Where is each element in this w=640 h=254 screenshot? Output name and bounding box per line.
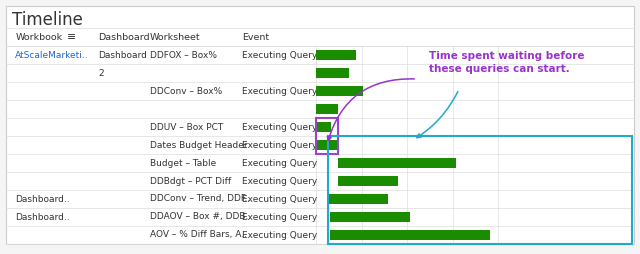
Text: DDUV – Box PCT: DDUV – Box PCT — [150, 122, 223, 132]
Text: Event: Event — [243, 33, 269, 41]
Bar — [338, 176, 398, 186]
Text: Dashboard: Dashboard — [99, 33, 150, 41]
Text: Executing Query: Executing Query — [243, 195, 317, 203]
Text: DDBdgt – PCT Diff: DDBdgt – PCT Diff — [150, 177, 231, 185]
Text: Executing Query: Executing Query — [243, 213, 317, 221]
Text: Dates Budget Header: Dates Budget Header — [150, 140, 247, 150]
Text: Dashboard..: Dashboard.. — [15, 213, 70, 221]
Text: DDConv – Box%: DDConv – Box% — [150, 87, 222, 96]
Bar — [316, 140, 328, 150]
Text: 2: 2 — [99, 69, 104, 77]
Bar — [328, 136, 632, 244]
Text: Executing Query: Executing Query — [243, 122, 317, 132]
Text: Executing Query: Executing Query — [243, 87, 317, 96]
Bar — [328, 140, 338, 150]
Text: AtScaleMarketi..: AtScaleMarketi.. — [15, 51, 89, 59]
Text: Dashboard..: Dashboard.. — [15, 195, 70, 203]
Text: DDFOX – Box%: DDFOX – Box% — [150, 51, 216, 59]
Text: DDConv – Trend, DDF..: DDConv – Trend, DDF.. — [150, 195, 250, 203]
Text: DDAOV – Box #, DDB..: DDAOV – Box #, DDB.. — [150, 213, 251, 221]
Text: Executing Query: Executing Query — [243, 158, 317, 167]
Text: AOV – % Diff Bars, A..: AOV – % Diff Bars, A.. — [150, 230, 246, 240]
Bar — [316, 68, 349, 78]
Text: Executing Query: Executing Query — [243, 140, 317, 150]
Bar — [316, 86, 364, 96]
Text: Worksheet: Worksheet — [150, 33, 200, 41]
Bar — [316, 104, 338, 114]
Text: ≡: ≡ — [67, 32, 76, 42]
Text: Timeline: Timeline — [12, 11, 83, 29]
Text: Executing Query: Executing Query — [243, 51, 317, 59]
Bar — [328, 194, 388, 204]
Text: Workbook: Workbook — [15, 33, 62, 41]
Text: Budget – Table: Budget – Table — [150, 158, 216, 167]
Bar — [316, 50, 356, 60]
Text: Dashboard: Dashboard — [99, 51, 147, 59]
Bar — [316, 122, 331, 132]
Bar — [330, 212, 410, 222]
Bar — [330, 230, 490, 240]
Text: Time spent waiting before
these queries can start.: Time spent waiting before these queries … — [429, 51, 584, 74]
Text: Executing Query: Executing Query — [243, 177, 317, 185]
Text: Executing Query: Executing Query — [243, 230, 317, 240]
Bar — [316, 118, 338, 154]
Bar — [338, 158, 456, 168]
